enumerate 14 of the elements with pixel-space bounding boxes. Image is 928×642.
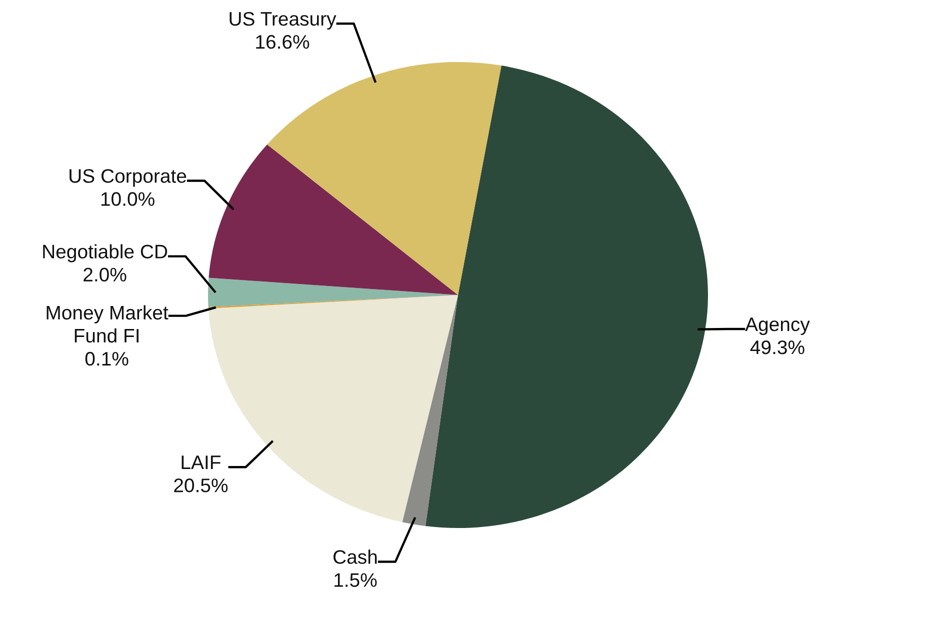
data-label: 16.6% — [256, 35, 310, 49]
data-label: 49.3% — [750, 340, 804, 354]
data-label: 10.0% — [101, 192, 154, 206]
slice-label: LAIF — [182, 456, 220, 470]
slice-label: Money Market Fund FI — [46, 305, 168, 343]
data-label: 20.5% — [174, 478, 228, 492]
slice-label: US Corporate — [70, 169, 186, 187]
slice-label: Negotiable CD — [43, 244, 168, 262]
slice-label: Cash — [334, 550, 377, 564]
data-label: 2.0% — [84, 268, 126, 282]
data-label: 0.1% — [85, 352, 128, 366]
slice-label: US Treasury — [230, 12, 336, 30]
slice-label: Agency — [745, 318, 810, 336]
data-label: 1.5% — [334, 573, 377, 587]
